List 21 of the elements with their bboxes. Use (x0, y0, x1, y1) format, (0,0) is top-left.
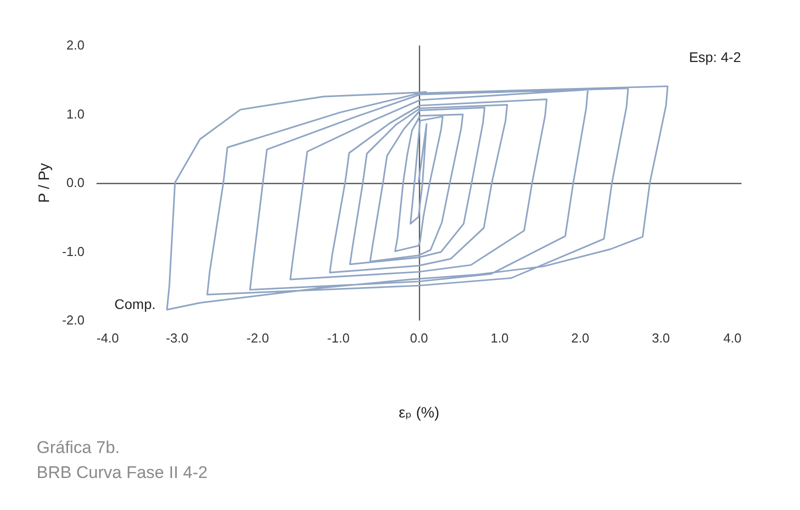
y-axis-title: P / Py (36, 162, 54, 203)
annotation: Esp: 4-2 (688, 49, 742, 65)
x-tick-label: 2.0 (571, 330, 590, 346)
x-tick-label: -2.0 (246, 330, 269, 346)
x-tick-label: 4.0 (723, 330, 742, 346)
text: Gráfica 7b. (36, 438, 120, 457)
x-tick-label: -1.0 (327, 330, 350, 346)
x-tick-label: -3.0 (166, 330, 188, 346)
x-axis-title: εₚ (%) (398, 404, 440, 422)
y-tick-label: -1.0 (62, 244, 84, 259)
line-series (166, 85, 668, 310)
x-tick-label: 0.0 (410, 330, 428, 346)
y-tick-label: 1.0 (66, 106, 84, 122)
text: BRB Curva Fase II 4-2 (36, 463, 208, 482)
x-tick-label: -4.0 (96, 330, 119, 346)
x-tick-label: 3.0 (652, 330, 670, 346)
y-tick-label: 2.0 (66, 38, 84, 52)
x-tick-label: 1.0 (490, 330, 509, 346)
y-tick-label: 0.0 (66, 175, 84, 190)
y-tick-label: -2.0 (62, 312, 84, 328)
annotation: Comp. (114, 296, 156, 312)
